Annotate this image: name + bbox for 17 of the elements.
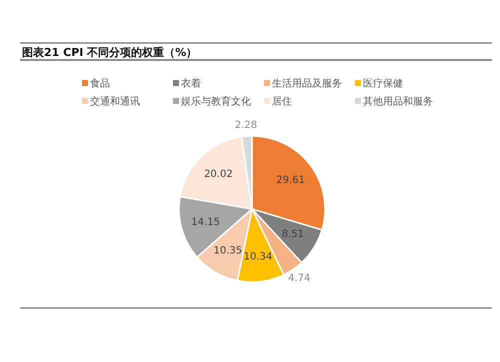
data-label: 29.61 [276,174,305,186]
data-label: 8.51 [282,229,304,240]
data-label: 14.15 [191,216,220,228]
data-label: 20.02 [204,169,233,180]
data-label: 4.74 [288,273,310,284]
data-label: 2.28 [234,120,258,131]
data-label: 10.35 [213,245,242,256]
legend-label: 娱乐与教育文化 [181,96,251,108]
legend-label: 医疗保健 [363,78,403,90]
legend-label: 其他用品和服务 [363,96,433,108]
legend-label: 交通和通讯 [90,96,140,108]
legend-label: 生活用品及服务 [272,78,342,90]
data-label: 10.34 [244,252,272,263]
legend-label: 衣着 [181,78,201,90]
legend-label: 居住 [272,96,292,108]
legend-label: 食品 [90,78,110,90]
chart-title: 图表21 CPI 不同分项的权重（%） [22,46,198,59]
